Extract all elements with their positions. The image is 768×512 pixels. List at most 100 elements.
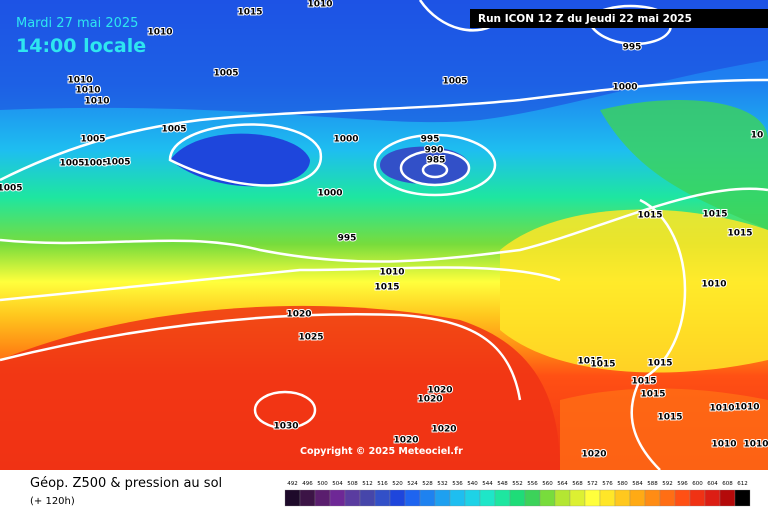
isobar-label: 1015 bbox=[640, 390, 665, 400]
scale-label: 572 bbox=[587, 481, 598, 487]
scale-label: 508 bbox=[347, 481, 358, 487]
isobar-label: 1015 bbox=[702, 210, 727, 220]
scale-swatch bbox=[479, 489, 496, 507]
isobar-label: 1015 bbox=[590, 360, 615, 370]
isobar-label: 1025 bbox=[298, 333, 323, 343]
isobar-labels: 1015101010101005100510009951010101010101… bbox=[0, 0, 768, 461]
scale-swatch bbox=[494, 489, 511, 507]
scale-label: 576 bbox=[602, 481, 613, 487]
scale-swatch bbox=[584, 489, 601, 507]
scale-label: 496 bbox=[302, 481, 313, 487]
scale-swatch bbox=[644, 489, 661, 507]
isobar-label: 1010 bbox=[701, 280, 726, 290]
scale-swatch bbox=[524, 489, 541, 507]
scale-label: 560 bbox=[542, 481, 553, 487]
scale-swatch bbox=[374, 489, 391, 507]
isobar-label: 1005 bbox=[213, 69, 238, 79]
map-background bbox=[0, 0, 768, 470]
scale-swatch bbox=[719, 489, 736, 507]
scale-swatch bbox=[434, 489, 451, 507]
date: Mardi 27 mai 2025 bbox=[16, 16, 138, 31]
isobar-label: 1020 bbox=[286, 310, 311, 320]
footer-lead: (+ 120h) bbox=[30, 496, 75, 507]
scale-label: 580 bbox=[617, 481, 628, 487]
scale-label: 532 bbox=[437, 481, 448, 487]
scale-swatch bbox=[539, 489, 556, 507]
isobar-label: 995 bbox=[421, 135, 440, 145]
isobar-label: 1005 bbox=[442, 77, 467, 87]
scale-swatch bbox=[614, 489, 631, 507]
scale-label: 536 bbox=[452, 481, 463, 487]
isobar-label: 1015 bbox=[657, 413, 682, 423]
scale-swatch bbox=[629, 489, 646, 507]
scale-label: 556 bbox=[527, 481, 538, 487]
scale-swatch bbox=[449, 489, 466, 507]
scale-swatch bbox=[659, 489, 676, 507]
isobar-label: 1010 bbox=[379, 268, 404, 278]
isobar-label: 1010 bbox=[709, 404, 734, 414]
isobar-label: 1015 bbox=[374, 283, 399, 293]
isobar-label: 1015 bbox=[237, 8, 262, 18]
scale-swatch bbox=[554, 489, 571, 507]
scale-label: 528 bbox=[422, 481, 433, 487]
isobar-label: 1005 bbox=[161, 125, 186, 135]
isobar-label: 1005 bbox=[59, 159, 84, 169]
isobar-label: 1005 bbox=[0, 184, 23, 194]
scale-swatch bbox=[464, 489, 481, 507]
isobar-label: 1010 bbox=[67, 76, 92, 86]
isobar-label: 1020 bbox=[417, 395, 442, 405]
isobar-label: 1010 bbox=[743, 440, 768, 450]
scale-swatch bbox=[419, 489, 436, 507]
footer-title: Géop. Z500 & pression au sol bbox=[30, 476, 222, 491]
scale-swatch bbox=[599, 489, 616, 507]
scale-swatch bbox=[689, 489, 706, 507]
scale-swatch bbox=[344, 489, 361, 507]
scale-swatch bbox=[359, 489, 376, 507]
isobar-label: 1015 bbox=[727, 229, 752, 239]
isobar-label: 1020 bbox=[393, 436, 418, 446]
isobar-label: 1005 bbox=[105, 158, 130, 168]
isobar-label: 1015 bbox=[637, 211, 662, 221]
isobar-label: 1020 bbox=[427, 386, 452, 396]
scale-label: 516 bbox=[377, 481, 388, 487]
scale-swatch bbox=[389, 489, 406, 507]
run-box bbox=[470, 9, 768, 28]
scale-label: 588 bbox=[647, 481, 658, 487]
scale-label: 544 bbox=[482, 481, 493, 487]
scale-swatch bbox=[329, 489, 346, 507]
scale-swatch bbox=[734, 489, 751, 507]
scale-label: 568 bbox=[572, 481, 583, 487]
scale-label: 612 bbox=[737, 481, 748, 487]
scale-swatch bbox=[404, 489, 421, 507]
scale-label: 504 bbox=[332, 481, 343, 487]
isobar-label: 985 bbox=[427, 156, 446, 166]
scale-swatch bbox=[314, 489, 331, 507]
scale-swatch bbox=[674, 489, 691, 507]
isobar-label: 995 bbox=[623, 43, 642, 53]
isobar-label: 1000 bbox=[333, 135, 358, 145]
scale-swatch bbox=[299, 489, 316, 507]
isobar-label: 1030 bbox=[273, 422, 298, 432]
scale-label: 608 bbox=[722, 481, 733, 487]
scale-swatch bbox=[569, 489, 586, 507]
isobar-label: 1000 bbox=[612, 83, 637, 93]
isobar-label: 1020 bbox=[581, 450, 606, 460]
isobar-label: 1010 bbox=[75, 86, 100, 96]
scale-label: 600 bbox=[692, 481, 703, 487]
time: 14:00 locale bbox=[16, 35, 146, 57]
scale-label: 512 bbox=[362, 481, 373, 487]
scale-label: 500 bbox=[317, 481, 328, 487]
color-scale: 492 496 500 504 508 512 516 520 524 528 532 536 540 5… bbox=[284, 481, 751, 507]
scale-label: 596 bbox=[677, 481, 688, 487]
run-info: Run ICON 12 Z du Jeudi 22 mai 2025 bbox=[478, 13, 692, 25]
isobar-label: 990 bbox=[425, 146, 444, 156]
scale-swatch bbox=[509, 489, 526, 507]
copyright: Copyright © 2025 Meteociel.fr bbox=[300, 446, 463, 457]
isobar-label: 1015 bbox=[647, 359, 672, 369]
isobar-label: 1010 bbox=[711, 440, 736, 450]
isobar-label: 1010 bbox=[734, 403, 759, 413]
scale-label: 540 bbox=[467, 481, 478, 487]
isobar-label: 1020 bbox=[431, 425, 456, 435]
scale-swatch bbox=[284, 489, 301, 507]
